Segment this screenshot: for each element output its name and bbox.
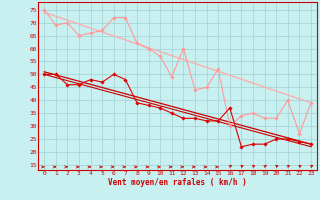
X-axis label: Vent moyen/en rafales ( km/h ): Vent moyen/en rafales ( km/h ) [108,178,247,187]
